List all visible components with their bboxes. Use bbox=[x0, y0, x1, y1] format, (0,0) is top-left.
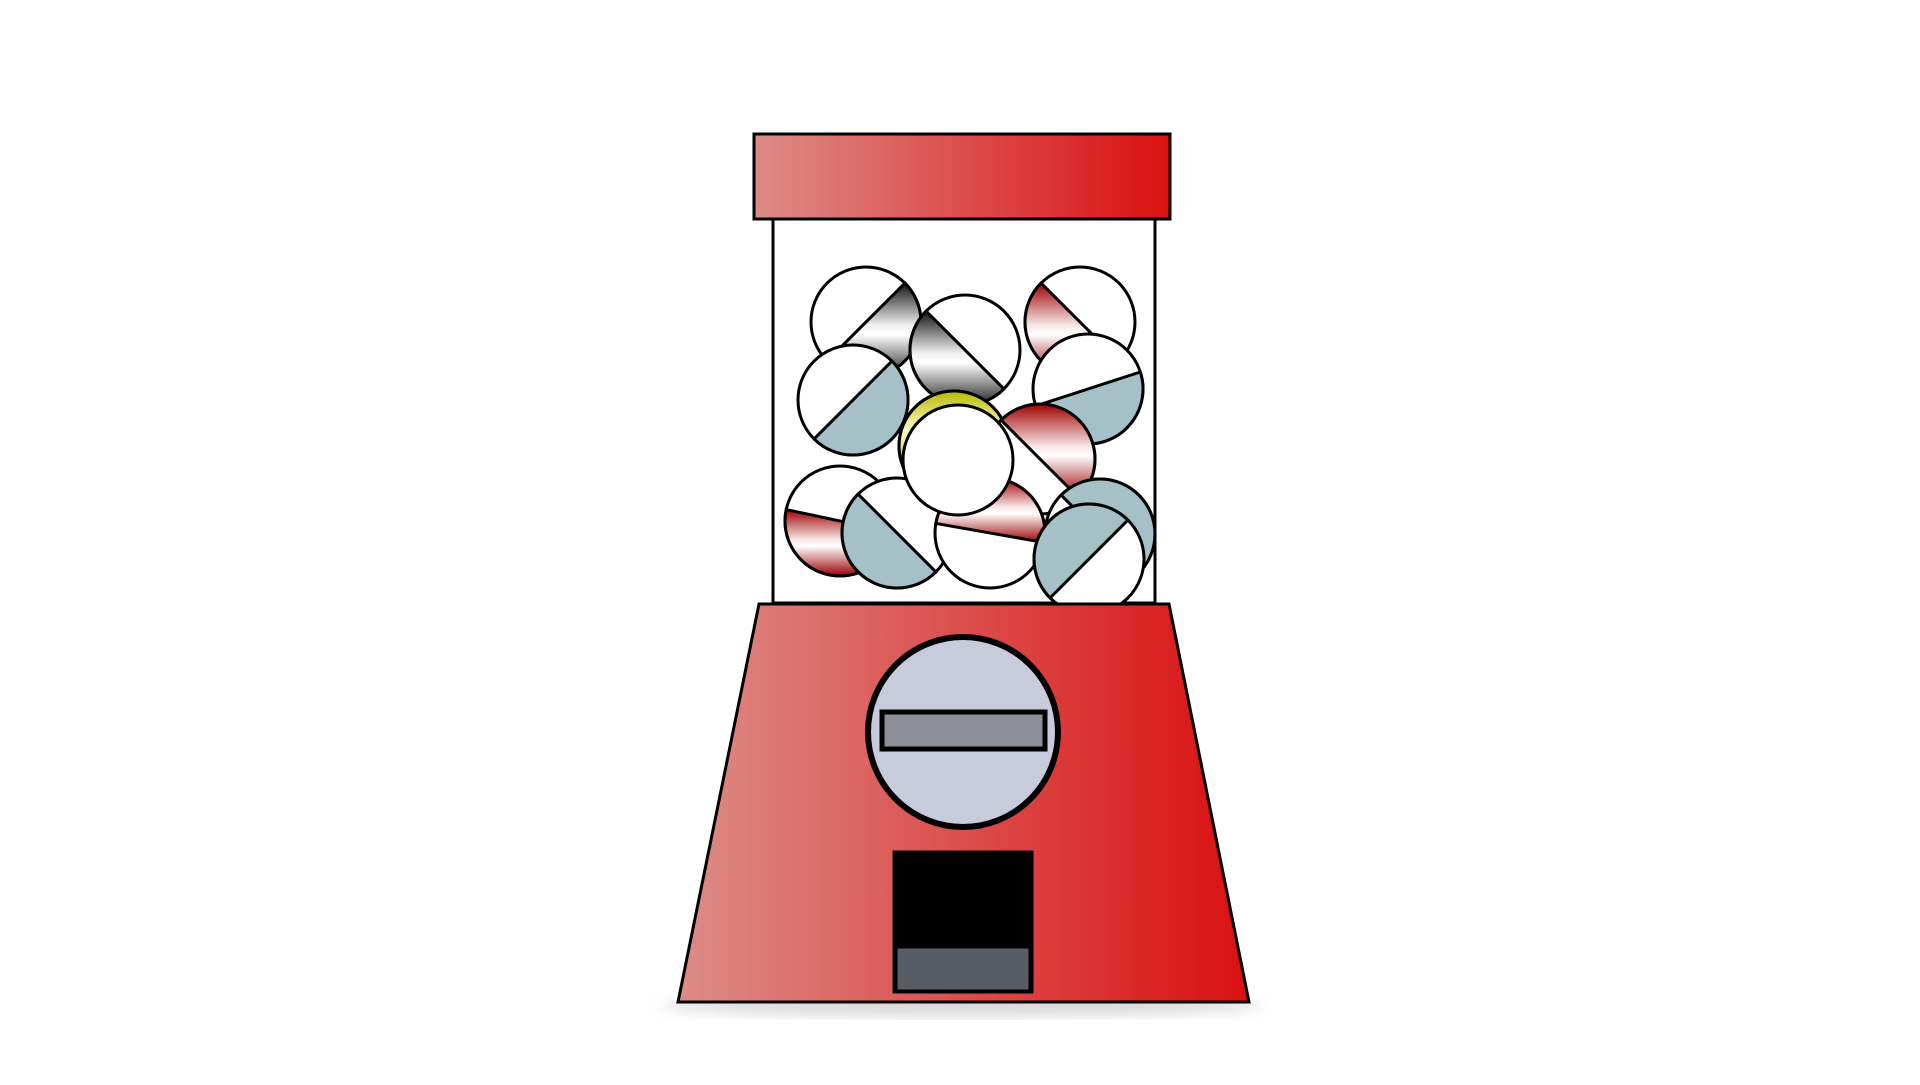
coin-slot[interactable] bbox=[879, 709, 1048, 752]
gumball bbox=[796, 343, 910, 457]
machine-lid bbox=[752, 132, 1172, 221]
chute-flap[interactable] bbox=[894, 945, 1032, 993]
gumball bbox=[1032, 502, 1146, 616]
gumball-group bbox=[783, 265, 1157, 616]
gumball bbox=[901, 403, 1015, 517]
gumball bbox=[908, 293, 1022, 407]
gumball bbox=[840, 476, 954, 590]
gumball-colored-half bbox=[908, 308, 1007, 407]
gumball-colored-half bbox=[811, 358, 910, 457]
gumball-colored-half bbox=[1032, 502, 1131, 601]
gumball-outline bbox=[901, 403, 1015, 517]
gumball-colored-half bbox=[840, 491, 939, 590]
